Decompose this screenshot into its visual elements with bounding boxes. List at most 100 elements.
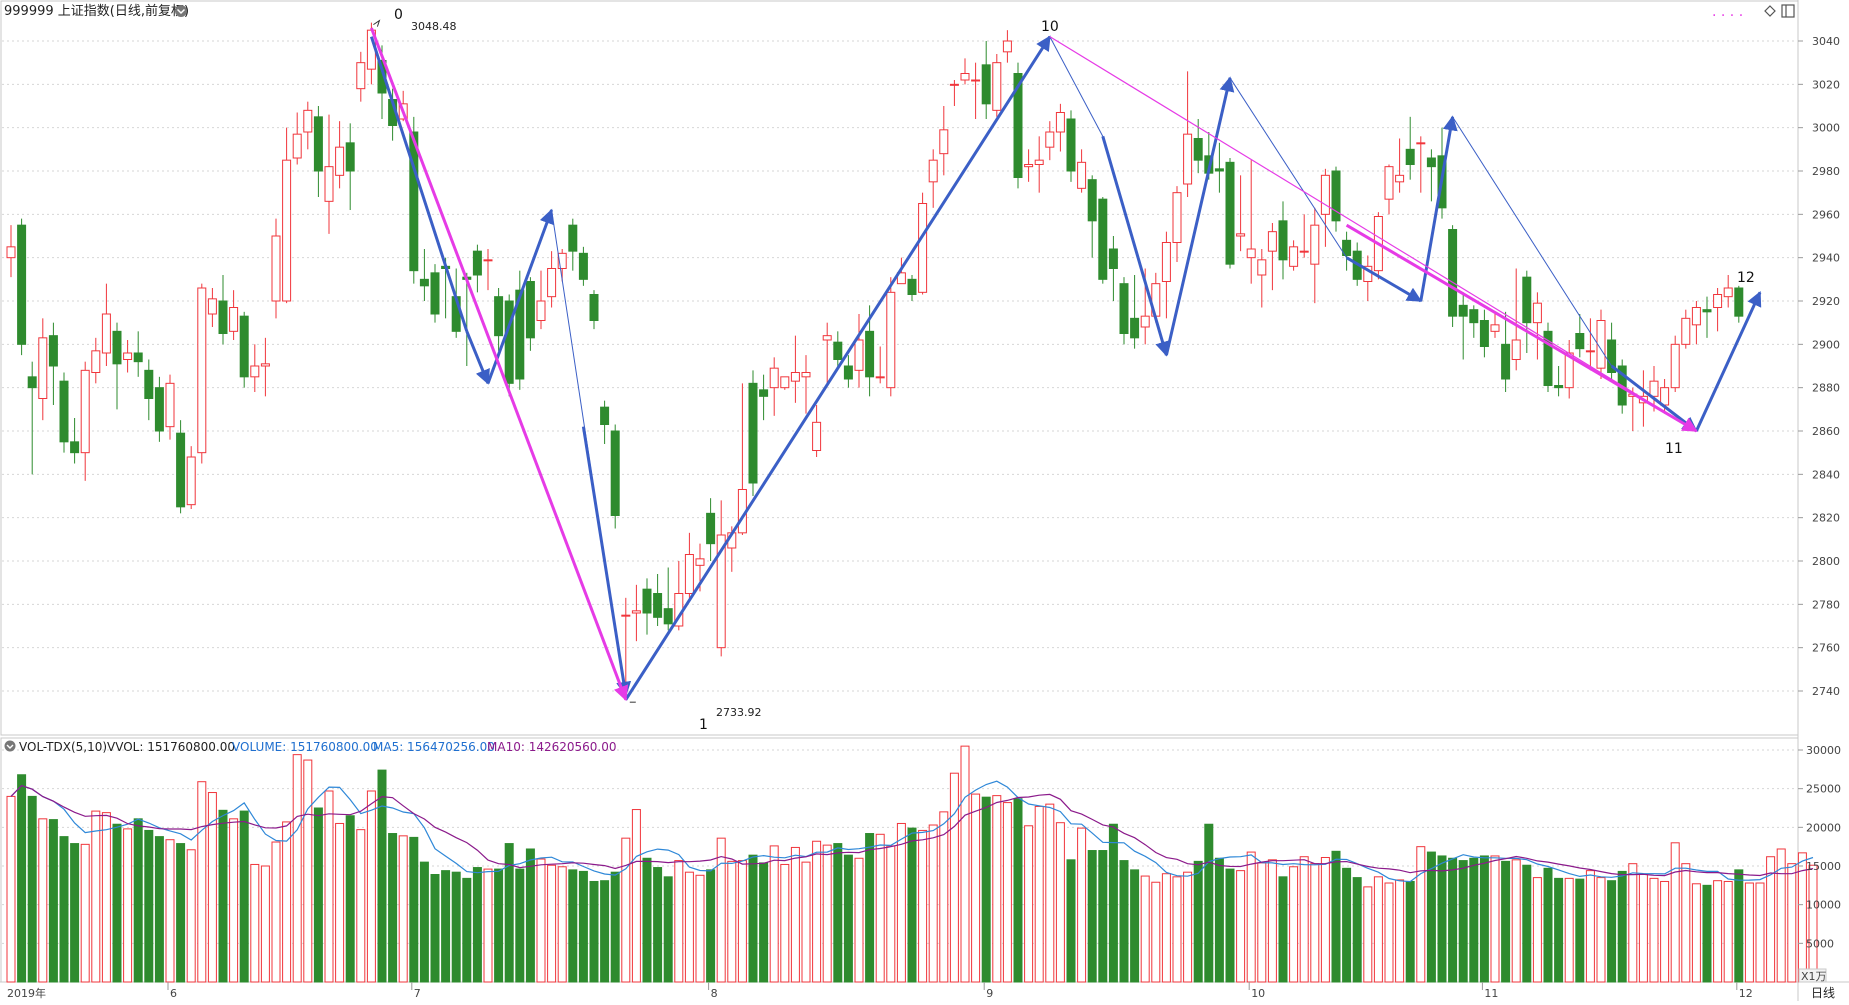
volume-unit-label: X1万	[1801, 970, 1827, 983]
candle-body	[759, 389, 769, 397]
volume-bar	[1236, 870, 1246, 983]
candle-body	[409, 131, 419, 272]
volume-bar	[960, 745, 970, 983]
candle-body	[812, 421, 822, 452]
candle-body	[1490, 324, 1500, 332]
volume-bar	[409, 836, 419, 983]
volume-bar	[1670, 842, 1680, 983]
volume-bar	[600, 880, 610, 983]
candle-body	[896, 272, 906, 285]
wave-label-12: 12	[1737, 270, 1755, 286]
volume-bar	[366, 790, 376, 983]
candle	[1077, 149, 1087, 193]
candle	[1501, 311, 1511, 392]
diamond-icon[interactable]	[1764, 5, 1776, 17]
candle	[812, 405, 822, 457]
candle	[186, 446, 196, 509]
candle-body	[1702, 309, 1712, 313]
candle-body	[218, 300, 228, 334]
volume-bar	[918, 829, 928, 983]
panel-toggle-icon[interactable]	[1781, 4, 1795, 18]
volume-bar	[949, 772, 959, 983]
candle	[1596, 309, 1606, 379]
candle-body	[472, 250, 482, 276]
x-tick-label: 7	[414, 987, 421, 1000]
candle	[17, 218, 27, 356]
candle-body	[1289, 246, 1299, 267]
volume-bar	[578, 870, 588, 983]
ma5-line	[10, 780, 1814, 883]
volume-bar	[80, 843, 90, 983]
candle	[1172, 186, 1182, 262]
volume-bar	[176, 843, 186, 983]
indicator-icon[interactable]	[4, 740, 16, 752]
volume-bar	[335, 822, 345, 983]
price-tick-label: 2840	[1812, 468, 1840, 481]
candle-body	[536, 300, 546, 321]
candle-body	[886, 291, 896, 389]
volume-bar	[568, 869, 578, 983]
candle-body	[313, 116, 323, 172]
price-tick-label: 2980	[1812, 165, 1840, 178]
candle	[356, 51, 366, 102]
volume-bar	[48, 819, 58, 983]
volume-bar	[1055, 822, 1065, 983]
volume-bar	[229, 818, 239, 983]
candle-body	[1670, 343, 1680, 389]
candle	[854, 314, 864, 388]
volume-bar	[1214, 857, 1224, 983]
candle	[790, 335, 800, 403]
wave-magenta-segment	[369, 27, 629, 702]
candle	[684, 532, 694, 598]
volume-bar	[1151, 881, 1161, 983]
candle-body	[525, 281, 535, 339]
volume-bar	[833, 843, 843, 983]
volume-bar	[472, 867, 482, 983]
candle	[1193, 119, 1203, 174]
candle-body	[1236, 233, 1246, 237]
price-tick-label: 2940	[1812, 252, 1840, 265]
candle	[610, 424, 620, 529]
candle-body	[38, 337, 48, 400]
candle-body	[504, 300, 514, 384]
candle	[822, 322, 832, 386]
volume-bar	[1087, 850, 1097, 983]
volume-bar	[790, 846, 800, 983]
candle-body	[1384, 166, 1394, 200]
candle-body	[1320, 174, 1330, 215]
candle-body	[1013, 73, 1023, 178]
candle	[1395, 138, 1405, 193]
candle-body	[1108, 248, 1118, 269]
candle-body	[27, 376, 37, 389]
candle	[589, 290, 599, 330]
candle-body	[101, 313, 111, 354]
candle	[197, 283, 207, 464]
wave-label-1: 1	[699, 717, 708, 733]
volume-bar	[928, 824, 938, 983]
volume-bar	[483, 868, 493, 983]
volume-bar	[1002, 802, 1012, 983]
candle	[1691, 301, 1701, 345]
volume-bar	[1585, 870, 1595, 983]
volume-bar	[324, 790, 334, 983]
candle	[133, 331, 143, 377]
candle	[1045, 121, 1055, 161]
candle	[1554, 366, 1564, 397]
wave-blue-segment	[486, 208, 554, 384]
volume-bar	[971, 793, 981, 983]
candle	[1002, 30, 1012, 63]
candle-body	[769, 367, 779, 389]
volume-bar	[1734, 869, 1744, 983]
candle	[525, 277, 535, 351]
candle-body	[568, 224, 578, 252]
volume-bar	[1543, 867, 1553, 983]
volume-bar	[1744, 882, 1754, 983]
volume-bar	[1024, 825, 1034, 983]
volume-bar	[345, 815, 355, 983]
title-dropdown-icon[interactable]	[175, 5, 187, 17]
candle-body	[59, 380, 69, 443]
candle-body	[356, 62, 366, 90]
wave-label-0: 0	[394, 7, 403, 23]
candle-body	[1331, 170, 1341, 222]
